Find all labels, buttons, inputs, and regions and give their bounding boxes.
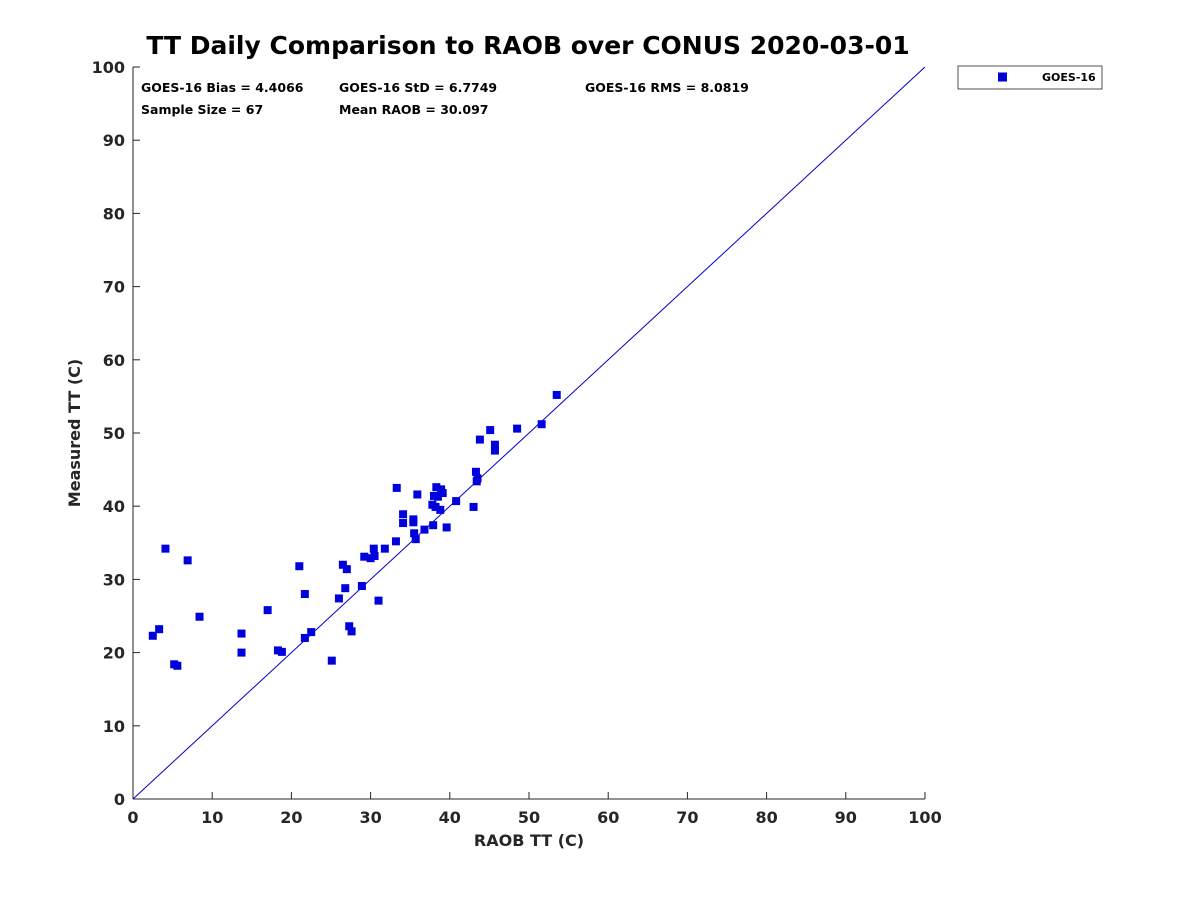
x-tick-label: 20 [280, 808, 302, 827]
x-tick-label: 50 [518, 808, 540, 827]
x-tick-label: 0 [127, 808, 138, 827]
data-point [360, 552, 369, 561]
y-tick-label: 70 [103, 278, 125, 297]
data-point [513, 424, 522, 433]
data-point [148, 631, 157, 640]
x-tick-label: 30 [359, 808, 381, 827]
y-tick-label: 0 [114, 790, 125, 809]
y-tick-label: 100 [92, 58, 125, 77]
data-point [490, 440, 499, 449]
data-point [475, 435, 484, 444]
y-tick-label: 60 [103, 351, 125, 370]
stat-sample-size: Sample Size = 67 [141, 102, 263, 117]
data-point [374, 596, 383, 605]
x-tick-label: 80 [755, 808, 777, 827]
data-point [410, 529, 419, 538]
data-point [420, 525, 429, 534]
data-point [442, 523, 451, 532]
y-tick-label: 30 [103, 570, 125, 589]
data-point [327, 656, 336, 665]
data-point [380, 544, 389, 553]
stat-bias: GOES-16 Bias = 4.4066 [141, 80, 304, 95]
legend-label: GOES-16 [1042, 71, 1096, 84]
data-point [399, 510, 408, 519]
data-point [357, 581, 366, 590]
y-axis-label: Measured TT (C) [65, 359, 84, 507]
data-point [411, 535, 420, 544]
chart-title: TT Daily Comparison to RAOB over CONUS 2… [146, 31, 909, 60]
x-tick-label: 10 [201, 808, 223, 827]
y-tick-label: 50 [103, 424, 125, 443]
data-point [469, 502, 478, 511]
data-point [392, 483, 401, 492]
legend-marker [998, 72, 1007, 82]
data-point [431, 502, 440, 511]
data-point [237, 629, 246, 638]
data-point [183, 556, 192, 565]
data-point [438, 489, 447, 498]
data-point [173, 661, 182, 670]
data-point [195, 612, 204, 621]
y-tick-label: 40 [103, 497, 125, 516]
data-point [161, 544, 170, 553]
data-point [436, 505, 445, 514]
x-tick-label: 100 [908, 808, 941, 827]
data-point [347, 627, 356, 636]
legend: GOES-16 [957, 65, 1103, 90]
data-point [486, 426, 495, 435]
y-tick-label: 20 [103, 644, 125, 663]
data-point [432, 483, 441, 492]
data-point [342, 565, 351, 574]
data-point [471, 467, 480, 476]
data-point [429, 521, 438, 530]
data-point [409, 518, 418, 527]
data-point [433, 492, 442, 501]
data-point [399, 519, 408, 528]
data-point [307, 628, 316, 637]
data-point [552, 390, 561, 399]
axes: 0 10 20 30 40 50 60 70 80 90 100 0 10 20 30 40 50 60 70 80 9… [92, 58, 942, 827]
x-tick-label: 70 [676, 808, 698, 827]
legend-box [957, 65, 1103, 90]
data-point [338, 560, 347, 569]
data-point [300, 633, 309, 642]
data-point [391, 537, 400, 546]
data-point [334, 594, 343, 603]
data-point [490, 446, 499, 455]
x-tick-label: 90 [835, 808, 857, 827]
data-point [155, 625, 164, 634]
stat-mean-raob: Mean RAOB = 30.097 [339, 102, 488, 117]
y-tick-label: 10 [103, 717, 125, 736]
x-axis-label: RAOB TT (C) [474, 831, 584, 850]
data-point [537, 420, 546, 429]
data-point [345, 622, 354, 631]
stat-rms: GOES-16 RMS = 8.0819 [585, 80, 749, 95]
data-point [473, 474, 482, 483]
series-goes-16 [148, 390, 561, 670]
y-tick-label: 90 [103, 131, 125, 150]
data-point [295, 562, 304, 571]
one-to-one-line [132, 66, 926, 800]
y-tick-label: 80 [103, 204, 125, 223]
stat-std: GOES-16 StD = 6.7749 [339, 80, 497, 95]
data-point [341, 584, 350, 593]
data-point [277, 647, 286, 656]
data-point [452, 497, 461, 506]
x-tick-label: 40 [439, 808, 461, 827]
data-point [237, 648, 246, 657]
data-point [300, 590, 309, 599]
data-point [370, 551, 379, 560]
x-tick-label: 60 [597, 808, 619, 827]
data-point [263, 606, 272, 615]
data-point [369, 544, 378, 553]
data-point [413, 490, 422, 499]
